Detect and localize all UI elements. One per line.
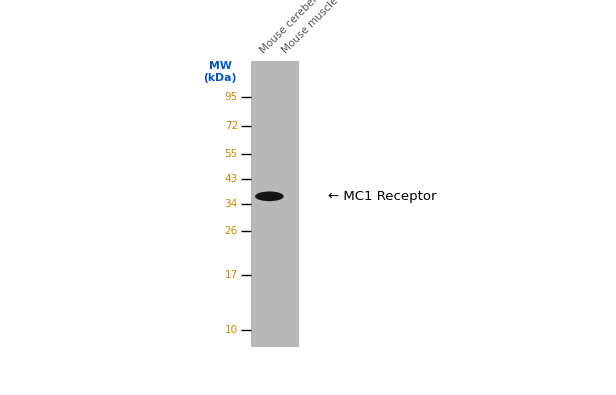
Text: MW
(kDa): MW (kDa) (203, 61, 237, 83)
Text: 10: 10 (225, 325, 238, 335)
Text: Mouse cerebellum: Mouse cerebellum (259, 0, 333, 55)
Text: 72: 72 (225, 121, 238, 131)
Text: Mouse muscle: Mouse muscle (280, 0, 339, 55)
Text: 17: 17 (225, 270, 238, 280)
Text: 26: 26 (225, 226, 238, 236)
Text: 95: 95 (225, 92, 238, 102)
Text: 34: 34 (225, 199, 238, 209)
Text: 55: 55 (225, 149, 238, 159)
Text: ← MC1 Receptor: ← MC1 Receptor (328, 190, 436, 203)
Text: 43: 43 (225, 174, 238, 184)
Ellipse shape (255, 192, 284, 201)
Bar (251, 61, 299, 347)
